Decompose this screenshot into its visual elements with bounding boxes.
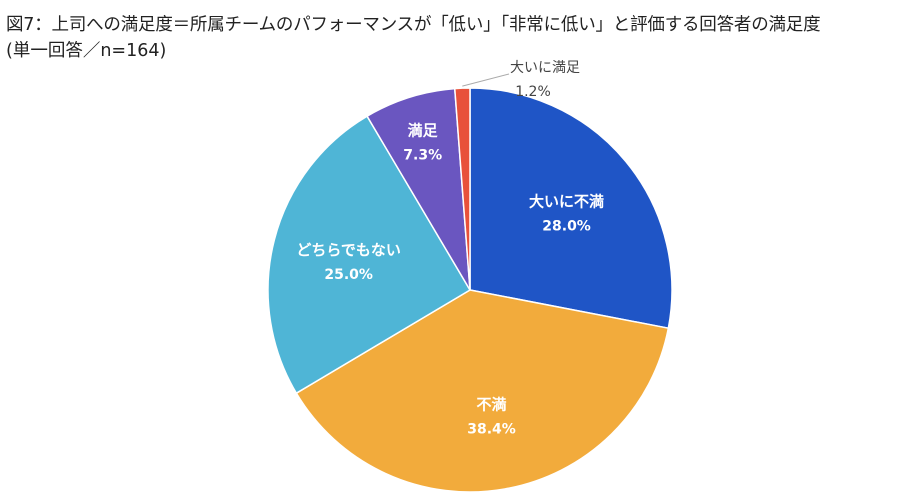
slice-label-satisfied: 満足 <box>408 122 439 140</box>
slice-value-very-dissatisfied: 28.0% <box>542 218 591 234</box>
leader-line <box>462 73 510 87</box>
slice-value-neutral: 25.0% <box>324 267 373 283</box>
pie-slice-dissatisfied <box>295 289 670 493</box>
slice-label-very-satisfied: 大いに満足 <box>510 60 580 76</box>
slice-label-dissatisfied: 不満 <box>477 395 507 413</box>
pie-slice-very-satisfied <box>453 87 471 291</box>
chart-subtitle: (単一回答／n=164) <box>6 41 167 61</box>
chart-title: 図7：上司への満足度＝所属チームのパフォーマンスが「低い」「非常に低い」と評価す… <box>6 15 821 35</box>
slice-value-satisfied: 7.3% <box>403 148 442 164</box>
slice-label-very-dissatisfied: 大いに不満 <box>529 192 604 210</box>
slice-label-neutral: どちらでもない <box>296 241 401 259</box>
slice-value-very-satisfied: 1.2% <box>515 84 551 100</box>
pie-slice-very-dissatisfied <box>469 87 673 330</box>
slice-value-dissatisfied: 38.4% <box>467 421 516 437</box>
pie-slice-neutral <box>267 115 472 395</box>
